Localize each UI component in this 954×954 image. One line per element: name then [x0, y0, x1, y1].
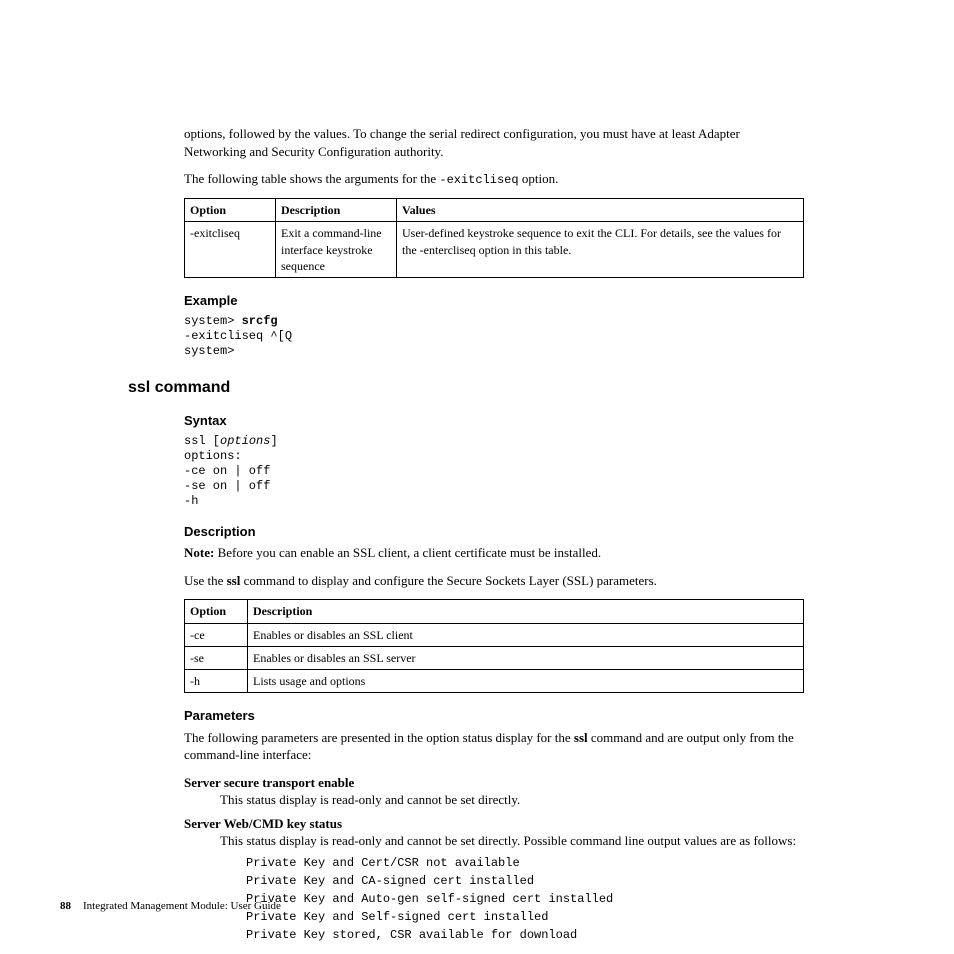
param-term-2: Server Web/CMD key status — [184, 815, 804, 833]
page-content: options, followed by the values. To chan… — [0, 0, 954, 944]
description-heading: Description — [184, 523, 804, 541]
ssl-body: Syntax ssl [options] options: -ce on | o… — [184, 412, 804, 944]
table-header-row: Option Description — [185, 600, 804, 623]
page-footer: 88 Integrated Management Module: User Gui… — [60, 899, 281, 914]
cert-line: Private Key stored, CSR available for do… — [246, 926, 804, 944]
syntax-heading: Syntax — [184, 412, 804, 430]
param-def-2: This status display is read-only and can… — [220, 832, 804, 850]
table-row: -ce Enables or disables an SSL client — [185, 623, 804, 646]
parameters-heading: Parameters — [184, 707, 804, 725]
cell-description: Enables or disables an SSL client — [248, 623, 804, 646]
table-row: -exitcliseq Exit a command-line interfac… — [185, 222, 804, 278]
intro-paragraph-2: The following table shows the arguments … — [184, 170, 804, 188]
note-paragraph: Note: Before you can enable an SSL clien… — [184, 544, 804, 562]
col-values: Values — [397, 199, 804, 222]
cell-option: -ce — [185, 623, 248, 646]
syntax-block: ssl [options] options: -ce on | off -se … — [184, 434, 804, 509]
description-paragraph: Use the ssl command to display and confi… — [184, 572, 804, 590]
table-row: -h Lists usage and options — [185, 669, 804, 692]
ssl-command-heading: ssl command — [128, 377, 804, 399]
example-code: system> srcfg -exitcliseq ^[Q system> — [184, 314, 804, 359]
cell-values: User-defined keystroke sequence to exit … — [397, 222, 804, 278]
cell-description: Enables or disables an SSL server — [248, 646, 804, 669]
exitcliseq-table: Option Description Values -exitcliseq Ex… — [184, 198, 804, 278]
col-option: Option — [185, 199, 276, 222]
table-header-row: Option Description Values — [185, 199, 804, 222]
example-heading: Example — [184, 292, 804, 310]
parameters-intro: The following parameters are presented i… — [184, 729, 804, 764]
param-def-1: This status display is read-only and can… — [220, 791, 804, 809]
cell-description: Exit a command-line interface keystroke … — [276, 222, 397, 278]
cert-output-list: Private Key and Cert/CSR not available P… — [246, 854, 804, 944]
cert-line: Private Key and Cert/CSR not available — [246, 854, 804, 872]
footer-title: Integrated Management Module: User Guide — [83, 900, 281, 912]
table-row: -se Enables or disables an SSL server — [185, 646, 804, 669]
cell-option: -h — [185, 669, 248, 692]
col-option: Option — [185, 600, 248, 623]
body-column: options, followed by the values. To chan… — [184, 125, 804, 359]
col-description: Description — [276, 199, 397, 222]
col-description: Description — [248, 600, 804, 623]
cert-line: Private Key and CA-signed cert installed — [246, 872, 804, 890]
cell-description: Lists usage and options — [248, 669, 804, 692]
cell-option: -se — [185, 646, 248, 669]
page-number: 88 — [60, 900, 71, 912]
intro-paragraph-1: options, followed by the values. To chan… — [184, 125, 804, 160]
cert-line: Private Key and Self-signed cert install… — [246, 908, 804, 926]
param-term-1: Server secure transport enable — [184, 774, 804, 792]
ssl-options-table: Option Description -ce Enables or disabl… — [184, 599, 804, 693]
cell-option: -exitcliseq — [185, 222, 276, 278]
cert-line: Private Key and Auto-gen self-signed cer… — [246, 890, 804, 908]
